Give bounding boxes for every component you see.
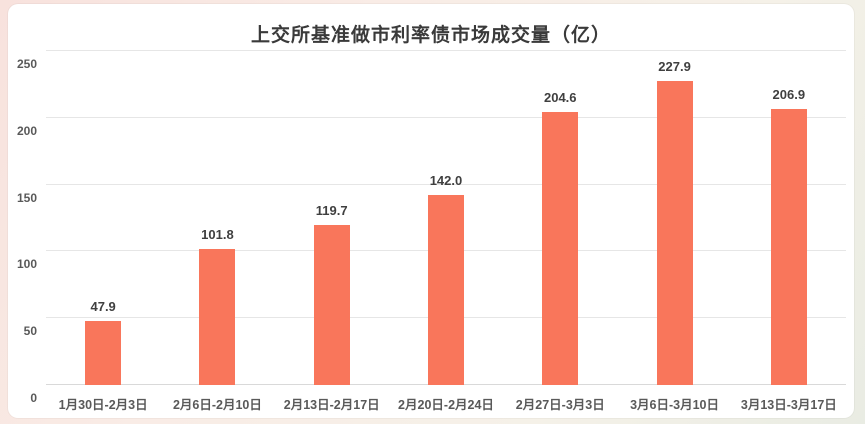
y-tick-label: 250 (16, 57, 37, 71)
y-tick-label: 200 (16, 123, 37, 138)
bar-column: 101.8 (160, 51, 274, 385)
bar (770, 108, 807, 385)
bar-column: 204.6 (503, 51, 617, 385)
bar-value-label: 142.0 (429, 173, 463, 189)
y-tick-label: 0 (30, 391, 37, 405)
bar-columns: 47.9 101.8 119.7 142.0 204.6 227.9 206.9 (46, 51, 846, 385)
bar-column: 227.9 (617, 51, 731, 385)
gridline-y-200: 200 (17, 116, 846, 138)
x-axis-label: 2月13日-2月17日 (283, 398, 380, 412)
x-axis-label: 3月6日-3月10日 (630, 398, 720, 412)
y-tick-label: 100 (16, 257, 37, 272)
chart-title: 上交所基准做市利率债市场成交量（亿） (250, 25, 611, 46)
bar-value-label: 101.8 (201, 227, 234, 242)
bar-value-label: 227.9 (658, 58, 691, 74)
x-axis-label: 2月20日-2月24日 (398, 398, 494, 412)
x-axis-label: 3月13日-3月17日 (740, 398, 837, 412)
bar-value-label: 119.7 (315, 203, 348, 219)
x-axis-label: 1月30日-2月3日 (58, 398, 148, 412)
bar-column: 119.7 (275, 51, 389, 385)
bar-column: 142.0 (389, 51, 503, 385)
gridline-y-250: 250 (17, 50, 846, 71)
bar (85, 321, 122, 385)
bar (542, 111, 579, 385)
bar-column: 47.9 (46, 51, 160, 385)
plot-area: 0 50 100 150 200 250 47.9 101.8 119.7 142.0 204.6… (17, 50, 846, 412)
bar-value-label: 206.9 (772, 86, 806, 102)
bar-value-label: 204.6 (543, 89, 577, 105)
bar (427, 195, 464, 385)
y-tick-label: 50 (23, 324, 37, 339)
gridline-y-150: 150 (17, 183, 846, 205)
bar-column: 206.9 (732, 51, 846, 385)
bar (313, 225, 350, 385)
x-axis: 1月30日-2月3日 2月6日-2月10日 2月13日-2月17日 2月20日-2月2… (46, 385, 846, 413)
chart-card: 上交所基准做市利率债市场成交量（亿） 0 50 100 150 200 250 47.9 1… (8, 4, 854, 418)
x-axis-label: 2月27日-3月3日 (515, 398, 605, 412)
bar (199, 249, 236, 385)
y-tick-label: 150 (16, 190, 37, 205)
bar (656, 80, 693, 385)
bar-value-label: 47.9 (90, 299, 116, 315)
x-axis-label: 2月6日-2月10日 (172, 398, 262, 412)
